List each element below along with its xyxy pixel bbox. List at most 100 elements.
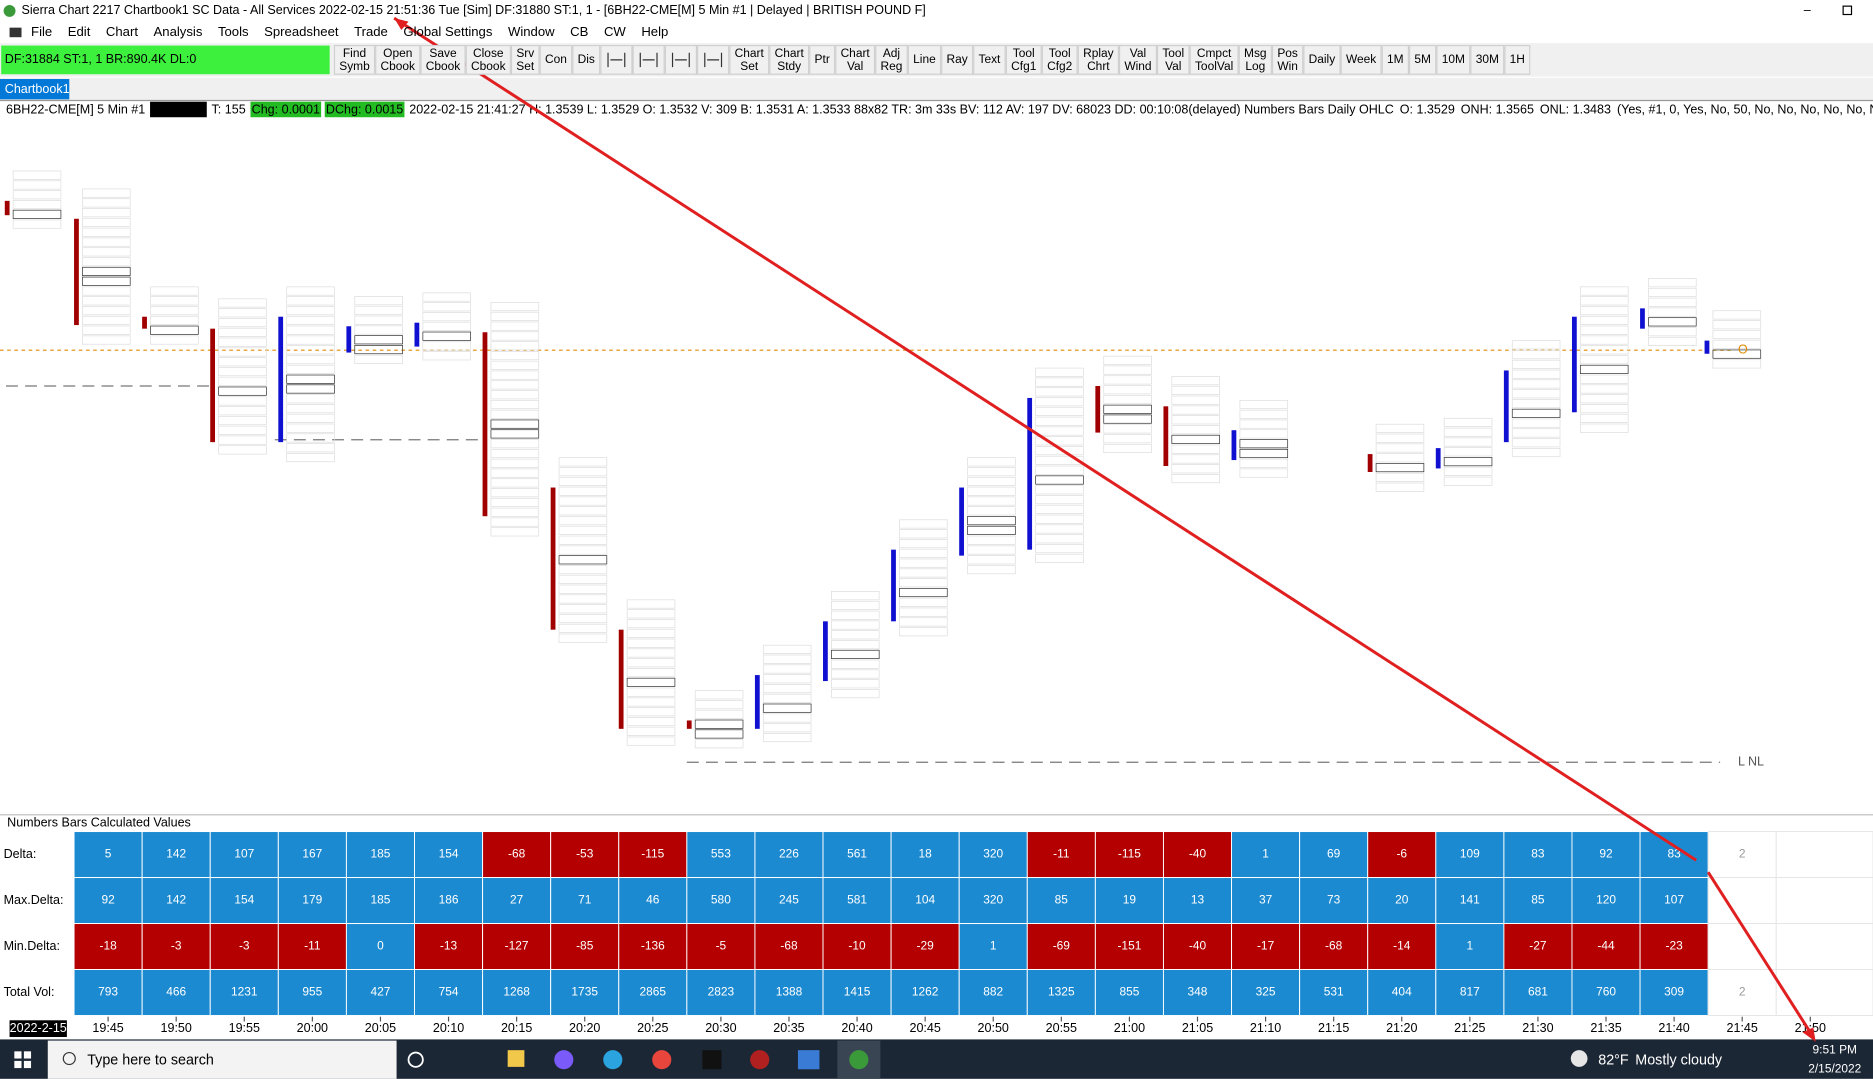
toolbar-label[interactable]: Msg [1244, 46, 1267, 60]
toolbar-icon[interactable] [671, 52, 690, 68]
toolbar-button[interactable] [729, 44, 770, 75]
toolbar-button[interactable] [1077, 44, 1119, 75]
toolbar-button[interactable] [1041, 44, 1078, 75]
toolbar-label[interactable]: Close [473, 46, 504, 60]
toolbar-label[interactable]: Log [1245, 59, 1265, 73]
toolbar-label[interactable]: Pos [1277, 46, 1298, 60]
toolbar-button[interactable] [1470, 44, 1505, 75]
toolbar-button[interactable] [1504, 44, 1531, 75]
toolbar-label[interactable]: 10M [1442, 52, 1465, 66]
app-icon[interactable] [750, 1050, 770, 1070]
app-icon[interactable] [797, 1050, 820, 1070]
toolbar-label[interactable]: Stdy [777, 59, 801, 73]
toolbar-label[interactable]: Symb [339, 59, 370, 73]
minimize[interactable]: – [1804, 3, 1811, 17]
toolbar-label[interactable]: Tool [1162, 46, 1184, 60]
toolbar-label[interactable]: Set [516, 59, 535, 73]
toolbar-icon[interactable] [704, 52, 723, 68]
app-explorer[interactable] [507, 1050, 525, 1067]
toolbar-button[interactable] [907, 44, 942, 75]
toolbar-label[interactable]: Cbook [471, 59, 506, 73]
toolbar-button[interactable] [973, 44, 1006, 75]
toolbar-button[interactable] [1381, 44, 1409, 75]
toolbar-label[interactable]: 30M [1476, 52, 1499, 66]
menu-item[interactable]: Global Settings [403, 24, 492, 39]
menu-item[interactable]: Chart [106, 24, 138, 39]
menu-item[interactable]: Window [508, 24, 555, 39]
tab[interactable] [0, 79, 70, 100]
start[interactable] [23, 1051, 32, 1059]
toolbar-label[interactable]: Text [978, 52, 1001, 66]
toolbar-button[interactable] [769, 44, 810, 75]
cortana[interactable] [407, 1051, 424, 1068]
toolbar-label[interactable]: Cmpct [1197, 46, 1232, 60]
toolbar-button[interactable] [1238, 44, 1272, 75]
toolbar-label[interactable]: Cbook [381, 59, 416, 73]
menu-item[interactable]: CB [570, 24, 588, 39]
toolbar-button[interactable] [809, 44, 836, 75]
toolbar-button[interactable] [465, 44, 511, 75]
toolbar-button[interactable] [1118, 44, 1157, 75]
toolbar-button[interactable] [375, 44, 421, 75]
toolbar-button[interactable] [1005, 44, 1042, 75]
app-chrome[interactable] [652, 1050, 672, 1070]
app-telegram[interactable] [603, 1050, 623, 1070]
start[interactable] [14, 1060, 22, 1069]
toolbar-button[interactable] [420, 44, 466, 75]
search-box[interactable] [47, 1040, 397, 1079]
toolbar-label[interactable]: Find [343, 46, 366, 60]
toolbar-icon[interactable] [639, 52, 658, 68]
toolbar-label[interactable]: Srv [516, 46, 534, 60]
tab-label[interactable]: Chartbook1 [5, 82, 70, 96]
menu-item[interactable]: Edit [68, 24, 91, 39]
toolbar-label[interactable]: Val [847, 59, 863, 73]
toolbar-label[interactable]: Chart [775, 46, 805, 60]
toolbar-label[interactable]: Win [1277, 59, 1298, 73]
toolbar-label[interactable]: Wind [1124, 59, 1151, 73]
toolbar-button[interactable] [333, 44, 376, 75]
maximize[interactable] [1842, 5, 1853, 16]
toolbar-label[interactable]: Open [383, 46, 412, 60]
app-icon[interactable] [554, 1050, 574, 1070]
menu-item[interactable]: CW [604, 24, 626, 39]
toolbar-label[interactable]: Val [1130, 46, 1146, 60]
toolbar-label[interactable]: Week [1346, 52, 1376, 66]
toolbar-button[interactable] [1303, 44, 1341, 75]
search-placeholder[interactable]: Type here to search [87, 1053, 214, 1069]
start[interactable] [23, 1060, 32, 1069]
toolbar-label[interactable]: Dis [578, 52, 595, 66]
toolbar-label[interactable]: Val [1165, 59, 1181, 73]
toolbar-label[interactable]: 1H [1510, 52, 1525, 66]
toolbar-label[interactable]: Cfg1 [1011, 59, 1037, 73]
toolbar-label[interactable]: ToolVal [1195, 59, 1233, 73]
toolbar-button[interactable] [1271, 44, 1304, 75]
toolbar-button[interactable] [1189, 44, 1239, 75]
toolbar-label[interactable]: Con [545, 52, 567, 66]
app-sierra[interactable] [849, 1050, 869, 1070]
toolbar-button[interactable] [1156, 44, 1190, 75]
toolbar-label[interactable]: Tool [1013, 46, 1035, 60]
toolbar-label[interactable]: Cfg2 [1047, 59, 1073, 73]
toolbar-label[interactable]: Cbook [426, 59, 461, 73]
toolbar-button[interactable] [941, 44, 974, 75]
toolbar-label[interactable]: Chart [841, 46, 871, 60]
start[interactable] [14, 1051, 22, 1059]
toolbar-button[interactable] [539, 44, 573, 75]
toolbar-label[interactable]: Daily [1309, 52, 1336, 66]
toolbar-label[interactable]: Reg [881, 59, 903, 73]
toolbar-label[interactable]: Save [429, 46, 457, 60]
menu-item[interactable]: Tools [218, 24, 249, 39]
toolbar-button[interactable] [835, 44, 876, 75]
menu-item[interactable]: Help [641, 24, 668, 39]
toolbar-button[interactable] [510, 44, 540, 75]
toolbar-button[interactable] [875, 44, 908, 75]
toolbar-label[interactable]: 5M [1414, 52, 1431, 66]
toolbar-button[interactable] [572, 44, 601, 75]
menu-item[interactable]: Analysis [154, 24, 203, 39]
toolbar-label[interactable]: Rplay [1083, 46, 1114, 60]
toolbar-button[interactable] [1408, 44, 1437, 75]
toolbar-label[interactable]: Tool [1049, 46, 1071, 60]
toolbar-label[interactable]: Chart [735, 46, 765, 60]
toolbar-label[interactable]: Chrt [1087, 59, 1110, 73]
toolbar-label[interactable]: 1M [1387, 52, 1404, 66]
